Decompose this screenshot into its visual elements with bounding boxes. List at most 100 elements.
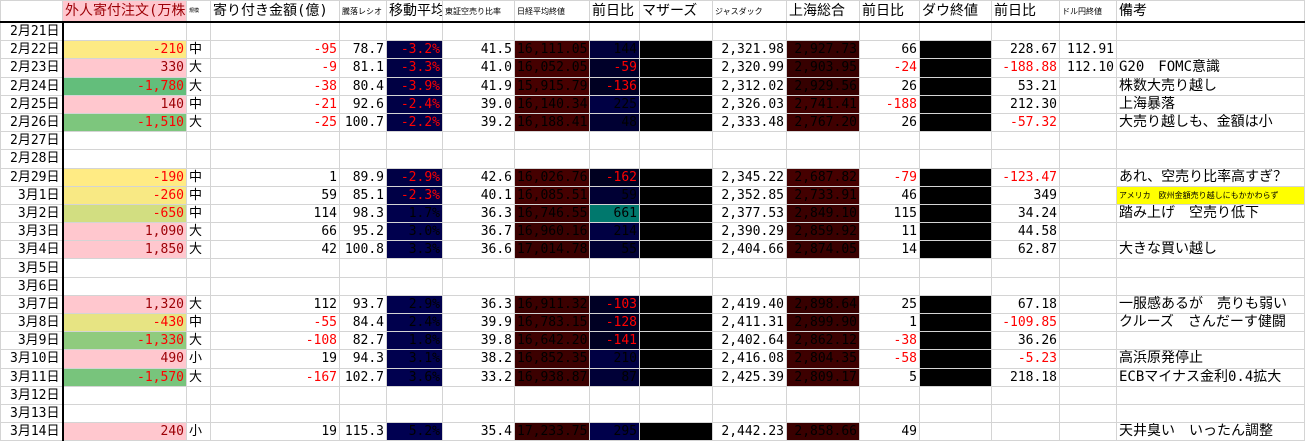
cell-dow-change[interactable]: 212.30 <box>991 94 1060 114</box>
cell-shanghai-change[interactable]: 5 <box>859 367 920 387</box>
cell-moving-average[interactable]: 2.9% <box>386 294 443 315</box>
row-date[interactable]: 3月4日 <box>0 240 64 260</box>
cell-usdjpy-close[interactable]: 112.10 <box>1059 58 1117 78</box>
header-usdjpy-close[interactable]: ドル円終値 <box>1059 0 1117 23</box>
cell-shanghai[interactable]: 2,741.41 <box>786 94 860 114</box>
cell-nikkei-change[interactable]: 214 <box>589 222 640 242</box>
cell-mothers[interactable]: 821.83 <box>639 40 713 60</box>
cell-advance-decline-ratio[interactable] <box>339 403 387 424</box>
cell-shanghai[interactable]: 2,929.56 <box>786 76 860 96</box>
cell-dow-close[interactable]: 16,639.97 <box>919 112 992 133</box>
cell-nikkei-close[interactable] <box>514 258 590 278</box>
cell-short-sell-ratio[interactable] <box>442 403 515 424</box>
cell-order-size[interactable] <box>186 149 211 169</box>
cell-short-sell-ratio[interactable]: 40.1 <box>442 185 515 205</box>
cell-notes[interactable]: あれ、空売り比率高すぎ？ <box>1116 167 1305 187</box>
cell-shanghai[interactable]: 2,862.12 <box>786 331 860 351</box>
cell-jasdaq[interactable] <box>712 385 787 405</box>
cell-advance-decline-ratio[interactable]: 89.9 <box>339 167 387 187</box>
cell-advance-decline-ratio[interactable]: 102.7 <box>339 367 387 387</box>
cell-short-sell-ratio[interactable]: 39.9 <box>442 312 515 333</box>
cell-advance-decline-ratio[interactable]: 100.7 <box>339 112 387 133</box>
header-order-size[interactable]: 規模 <box>186 0 211 23</box>
cell-shanghai-change[interactable] <box>859 276 920 296</box>
cell-nikkei-change[interactable]: 59 <box>589 185 640 205</box>
cell-nikkei-close[interactable]: 15,915.79 <box>514 76 590 96</box>
cell-opening-amount[interactable] <box>210 149 340 169</box>
cell-shanghai[interactable] <box>786 21 860 42</box>
cell-mothers[interactable] <box>639 385 713 405</box>
cell-nikkei-close[interactable]: 17,014.78 <box>514 240 590 260</box>
cell-moving-average[interactable] <box>386 131 443 151</box>
cell-notes[interactable] <box>1116 331 1305 351</box>
cell-foreign-orders[interactable] <box>62 258 187 278</box>
cell-dow-close[interactable] <box>919 131 992 151</box>
cell-shanghai-change[interactable] <box>859 149 920 169</box>
cell-dow-change[interactable]: -188.88 <box>991 58 1060 78</box>
cell-order-size[interactable]: 大 <box>186 112 211 133</box>
cell-opening-amount[interactable]: -167 <box>210 367 340 387</box>
cell-usdjpy-close[interactable] <box>1059 312 1117 333</box>
cell-short-sell-ratio[interactable]: 36.3 <box>442 203 515 224</box>
cell-advance-decline-ratio[interactable] <box>339 149 387 169</box>
row-date[interactable]: 3月10日 <box>0 349 64 369</box>
cell-dow-close[interactable]: 16,516.50 <box>919 167 992 187</box>
cell-moving-average[interactable] <box>386 149 443 169</box>
row-date[interactable]: 3月8日 <box>0 312 64 333</box>
cell-dow-change[interactable]: 53.21 <box>991 76 1060 96</box>
cell-foreign-orders[interactable]: -260 <box>62 185 187 205</box>
cell-jasdaq[interactable] <box>712 149 787 169</box>
cell-advance-decline-ratio[interactable]: 84.4 <box>339 312 387 333</box>
cell-mothers[interactable]: 870.62 <box>639 203 713 224</box>
cell-opening-amount[interactable]: 42 <box>210 240 340 260</box>
cell-nikkei-change[interactable] <box>589 21 640 42</box>
cell-foreign-orders[interactable]: 1,320 <box>62 294 187 315</box>
row-date[interactable]: 3月3日 <box>0 222 64 242</box>
cell-moving-average[interactable]: -3.9% <box>386 76 443 96</box>
cell-usdjpy-close[interactable] <box>1059 112 1117 133</box>
cell-nikkei-change[interactable]: 144 <box>589 40 640 60</box>
header-dow-close[interactable]: ダウ終値 <box>919 0 992 23</box>
cell-short-sell-ratio[interactable]: 39.0 <box>442 94 515 114</box>
cell-nikkei-close[interactable]: 16,111.05 <box>514 40 590 60</box>
cell-advance-decline-ratio[interactable]: 115.3 <box>339 422 387 441</box>
cell-shanghai-change[interactable]: 14 <box>859 240 920 260</box>
cell-mothers[interactable]: 838.67 <box>639 167 713 187</box>
cell-dow-close[interactable] <box>919 403 992 424</box>
cell-moving-average[interactable]: -2.9% <box>386 167 443 187</box>
cell-short-sell-ratio[interactable]: 41.5 <box>442 40 515 60</box>
cell-order-size[interactable]: 中 <box>186 94 211 114</box>
cell-mothers[interactable] <box>639 276 713 296</box>
cell-short-sell-ratio[interactable]: 39.2 <box>442 112 515 133</box>
cell-order-size[interactable]: 小 <box>186 422 211 441</box>
cell-shanghai[interactable]: 2,804.35 <box>786 349 860 369</box>
row-date[interactable]: 3月13日 <box>0 403 64 424</box>
cell-dow-change[interactable]: 218.18 <box>991 367 1060 387</box>
cell-nikkei-close[interactable] <box>514 276 590 296</box>
cell-opening-amount[interactable] <box>210 258 340 278</box>
cell-nikkei-change[interactable]: 55 <box>589 240 640 260</box>
cell-notes[interactable] <box>1116 131 1305 151</box>
cell-shanghai[interactable] <box>786 149 860 169</box>
cell-shanghai[interactable]: 2,849.10 <box>786 203 860 224</box>
header-mothers[interactable]: マザーズ <box>639 0 713 23</box>
cell-opening-amount[interactable] <box>210 385 340 405</box>
cell-order-size[interactable]: 中 <box>186 312 211 333</box>
header-nikkei-close[interactable]: 日経平均終値 <box>514 0 590 23</box>
cell-usdjpy-close[interactable] <box>1059 403 1117 424</box>
cell-dow-close[interactable]: 16,899.32 <box>919 203 992 224</box>
cell-shanghai-change[interactable] <box>859 21 920 42</box>
cell-dow-change[interactable]: 36.26 <box>991 331 1060 351</box>
cell-dow-close[interactable]: 16,484.99 <box>919 76 992 96</box>
cell-short-sell-ratio[interactable]: 38.2 <box>442 349 515 369</box>
cell-usdjpy-close[interactable] <box>1059 167 1117 187</box>
row-date[interactable]: 3月12日 <box>0 385 64 405</box>
cell-order-size[interactable] <box>186 21 211 42</box>
cell-order-size[interactable]: 小 <box>186 349 211 369</box>
header-foreign-orders[interactable]: 外人寄付注文(万株) <box>62 0 187 23</box>
cell-notes[interactable] <box>1116 258 1305 278</box>
cell-shanghai-change[interactable] <box>859 403 920 424</box>
cell-nikkei-close[interactable] <box>514 21 590 42</box>
cell-shanghai[interactable]: 2,687.82 <box>786 167 860 187</box>
cell-shanghai[interactable] <box>786 131 860 151</box>
